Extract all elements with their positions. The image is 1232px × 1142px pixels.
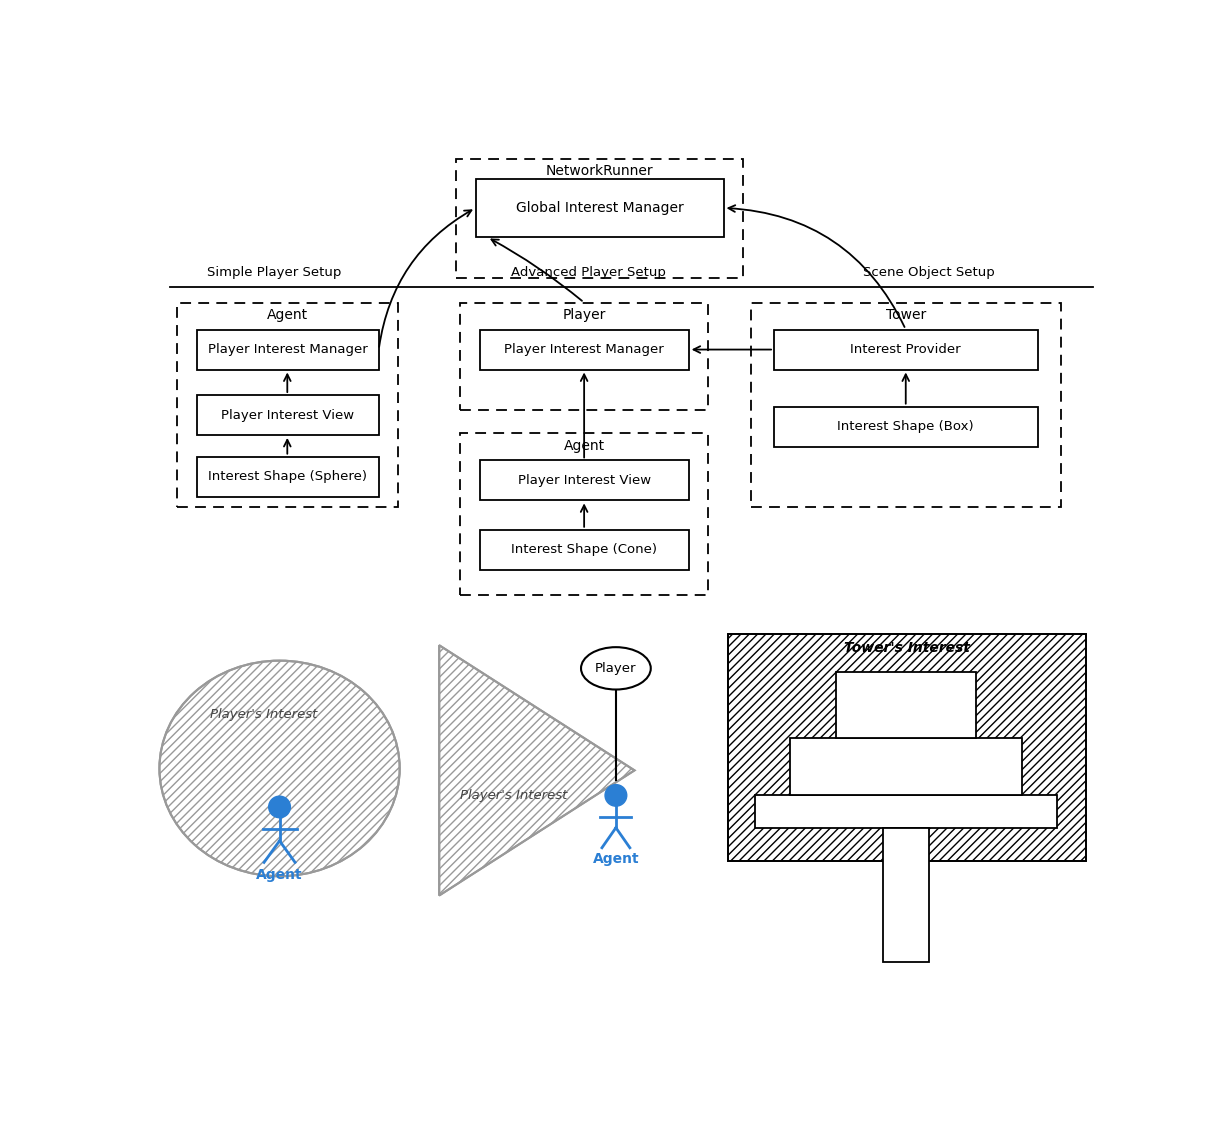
Bar <box>790 738 1023 795</box>
Bar <box>197 457 378 497</box>
Bar <box>728 634 1085 861</box>
Bar <box>728 634 1085 861</box>
Text: Agent: Agent <box>256 868 303 883</box>
Text: Tower: Tower <box>886 308 926 322</box>
Circle shape <box>269 796 291 818</box>
Bar <box>882 828 929 963</box>
Text: Player Interest Manager: Player Interest Manager <box>208 343 367 356</box>
Text: Agent: Agent <box>563 439 605 453</box>
Bar <box>456 159 743 278</box>
Text: Player Interest Manager: Player Interest Manager <box>504 343 664 356</box>
Bar <box>197 330 378 370</box>
Circle shape <box>605 785 627 806</box>
Text: Player's Interest: Player's Interest <box>211 708 318 721</box>
Text: Advanced Player Setup: Advanced Player Setup <box>510 266 665 280</box>
Text: Player's Interest: Player's Interest <box>460 789 568 802</box>
Text: Interest Shape (Cone): Interest Shape (Cone) <box>511 544 657 556</box>
Bar <box>476 179 723 238</box>
Bar <box>177 303 398 507</box>
Text: Simple Player Setup: Simple Player Setup <box>207 266 341 280</box>
Text: Interest Shape (Box): Interest Shape (Box) <box>838 420 975 433</box>
Bar <box>460 434 708 595</box>
Bar <box>774 407 1037 447</box>
Bar <box>479 460 689 500</box>
Bar <box>479 530 689 570</box>
Bar <box>460 303 708 410</box>
Bar <box>197 395 378 435</box>
Bar <box>837 673 976 738</box>
Text: Global Interest Manager: Global Interest Manager <box>516 201 684 215</box>
Text: Player: Player <box>595 662 637 675</box>
Text: Player Interest View: Player Interest View <box>517 474 650 486</box>
Text: Player: Player <box>563 308 606 322</box>
Bar <box>479 330 689 370</box>
Bar <box>774 330 1037 370</box>
Text: Tower's Interest: Tower's Interest <box>844 641 970 654</box>
Bar <box>755 795 1057 828</box>
Text: NetworkRunner: NetworkRunner <box>546 164 653 178</box>
Text: Interest Provider: Interest Provider <box>850 343 961 356</box>
Text: Agent: Agent <box>593 852 639 866</box>
Text: Scene Object Setup: Scene Object Setup <box>864 266 995 280</box>
Bar <box>750 303 1061 507</box>
Text: Player Interest View: Player Interest View <box>221 409 355 421</box>
Text: Agent: Agent <box>267 308 308 322</box>
Ellipse shape <box>582 648 650 690</box>
Text: Interest Shape (Sphere): Interest Shape (Sphere) <box>208 471 367 483</box>
